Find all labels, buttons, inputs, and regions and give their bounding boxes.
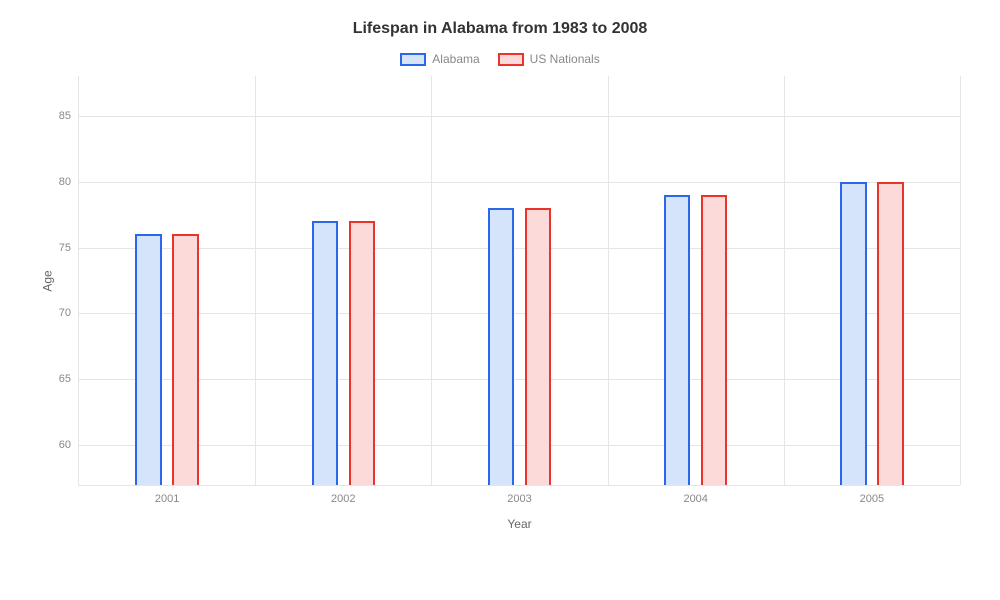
bar (172, 234, 198, 485)
plot-area: Age Year 6065707580852001200220032004200… (78, 76, 960, 486)
vgridline (431, 76, 432, 485)
y-tick-label: 80 (59, 176, 79, 188)
y-tick-label: 70 (59, 307, 79, 319)
legend-label-us-nationals: US Nationals (530, 52, 600, 66)
plot-wrap: Age Year 6065707580852001200220032004200… (78, 76, 960, 514)
bar (525, 208, 551, 485)
bar (312, 221, 338, 485)
gridline (79, 313, 960, 314)
vgridline (960, 76, 961, 485)
y-axis-label: Age (41, 270, 55, 291)
x-tick-label: 2002 (331, 485, 355, 505)
x-tick-label: 2005 (860, 485, 884, 505)
bar (135, 234, 161, 485)
gridline (79, 116, 960, 117)
bar (877, 182, 903, 485)
x-tick-label: 2004 (683, 485, 707, 505)
y-tick-label: 85 (59, 110, 79, 122)
chart-title: Lifespan in Alabama from 1983 to 2008 (30, 20, 970, 38)
legend-label-alabama: Alabama (432, 52, 479, 66)
legend-item-alabama: Alabama (400, 52, 479, 66)
vgridline (255, 76, 256, 485)
legend-swatch-us-nationals (498, 53, 524, 66)
x-axis-label: Year (507, 517, 531, 531)
gridline (79, 445, 960, 446)
gridline (79, 248, 960, 249)
x-tick-label: 2001 (155, 485, 179, 505)
legend-swatch-alabama (400, 53, 426, 66)
bar (349, 221, 375, 485)
vgridline (784, 76, 785, 485)
legend-item-us-nationals: US Nationals (498, 52, 600, 66)
chart-container: Lifespan in Alabama from 1983 to 2008 Al… (0, 0, 1000, 600)
bar (488, 208, 514, 485)
vgridline (608, 76, 609, 485)
legend: Alabama US Nationals (30, 52, 970, 66)
x-tick-label: 2003 (507, 485, 531, 505)
bar (701, 195, 727, 485)
y-tick-label: 65 (59, 373, 79, 385)
gridline (79, 379, 960, 380)
bar (840, 182, 866, 485)
y-tick-label: 60 (59, 439, 79, 451)
bar (664, 195, 690, 485)
gridline (79, 182, 960, 183)
y-tick-label: 75 (59, 242, 79, 254)
